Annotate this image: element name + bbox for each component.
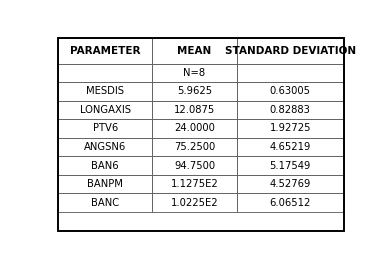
Bar	[152, 82, 237, 101]
Bar	[152, 101, 237, 119]
Bar	[152, 156, 237, 175]
Bar	[237, 138, 344, 156]
Text: PTV6: PTV6	[93, 123, 118, 134]
Bar	[237, 119, 344, 138]
Text: 1.0225E2: 1.0225E2	[171, 198, 218, 208]
Text: BAN6: BAN6	[91, 160, 119, 171]
Bar	[152, 64, 237, 82]
Bar	[58, 156, 152, 175]
Bar	[237, 64, 344, 82]
Bar	[237, 38, 344, 64]
Text: 0.82883: 0.82883	[270, 105, 310, 115]
Bar	[237, 101, 344, 119]
Text: ANGSN6: ANGSN6	[84, 142, 126, 152]
Text: 5.9625: 5.9625	[177, 86, 212, 96]
Text: BANPM: BANPM	[87, 179, 123, 189]
Bar	[237, 82, 344, 101]
Text: STANDARD DEVIATION: STANDARD DEVIATION	[225, 46, 356, 56]
Bar	[152, 138, 237, 156]
Text: MESDIS: MESDIS	[86, 86, 124, 96]
Bar	[152, 175, 237, 193]
Bar	[58, 138, 152, 156]
Text: LONGAXIS: LONGAXIS	[80, 105, 131, 115]
Bar	[58, 38, 152, 64]
Bar	[58, 64, 152, 82]
Bar	[58, 119, 152, 138]
Text: N=8: N=8	[183, 68, 205, 78]
Bar	[152, 119, 237, 138]
Bar	[152, 193, 237, 212]
Text: 75.2500: 75.2500	[174, 142, 215, 152]
Text: 1.92725: 1.92725	[269, 123, 311, 134]
Text: 94.7500: 94.7500	[174, 160, 215, 171]
Text: 24.0000: 24.0000	[174, 123, 215, 134]
Text: 5.17549: 5.17549	[269, 160, 311, 171]
Bar	[58, 193, 152, 212]
Text: BANC: BANC	[91, 198, 119, 208]
Text: 12.0875: 12.0875	[174, 105, 215, 115]
Bar	[58, 82, 152, 101]
Text: 4.65219: 4.65219	[269, 142, 311, 152]
Bar	[237, 156, 344, 175]
Text: 0.63005: 0.63005	[270, 86, 310, 96]
Text: MEAN: MEAN	[177, 46, 212, 56]
Bar	[237, 193, 344, 212]
Text: 6.06512: 6.06512	[269, 198, 311, 208]
Bar	[58, 101, 152, 119]
Bar	[152, 38, 237, 64]
Text: 4.52769: 4.52769	[269, 179, 311, 189]
Bar	[237, 175, 344, 193]
Text: PARAMETER: PARAMETER	[70, 46, 140, 56]
Text: 1.1275E2: 1.1275E2	[171, 179, 218, 189]
Bar	[58, 175, 152, 193]
